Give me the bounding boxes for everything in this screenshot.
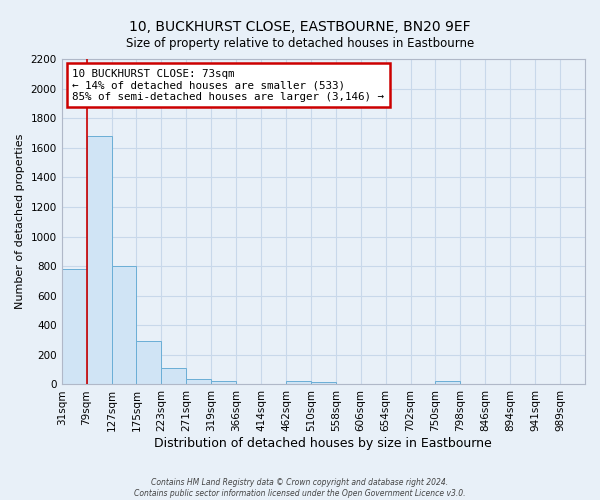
Bar bbox=[286, 382, 311, 384]
Text: 10 BUCKHURST CLOSE: 73sqm
← 14% of detached houses are smaller (533)
85% of semi: 10 BUCKHURST CLOSE: 73sqm ← 14% of detac… bbox=[72, 69, 384, 102]
Bar bbox=[136, 341, 161, 384]
Bar bbox=[86, 136, 112, 384]
Bar bbox=[211, 381, 236, 384]
Text: 10, BUCKHURST CLOSE, EASTBOURNE, BN20 9EF: 10, BUCKHURST CLOSE, EASTBOURNE, BN20 9E… bbox=[129, 20, 471, 34]
Bar bbox=[186, 380, 211, 384]
Text: Size of property relative to detached houses in Eastbourne: Size of property relative to detached ho… bbox=[126, 38, 474, 51]
Y-axis label: Number of detached properties: Number of detached properties bbox=[15, 134, 25, 310]
X-axis label: Distribution of detached houses by size in Eastbourne: Distribution of detached houses by size … bbox=[154, 437, 492, 450]
Bar bbox=[311, 382, 336, 384]
Bar bbox=[112, 266, 136, 384]
Bar bbox=[436, 382, 460, 384]
Text: Contains HM Land Registry data © Crown copyright and database right 2024.
Contai: Contains HM Land Registry data © Crown c… bbox=[134, 478, 466, 498]
Bar bbox=[161, 368, 186, 384]
Bar bbox=[62, 269, 86, 384]
